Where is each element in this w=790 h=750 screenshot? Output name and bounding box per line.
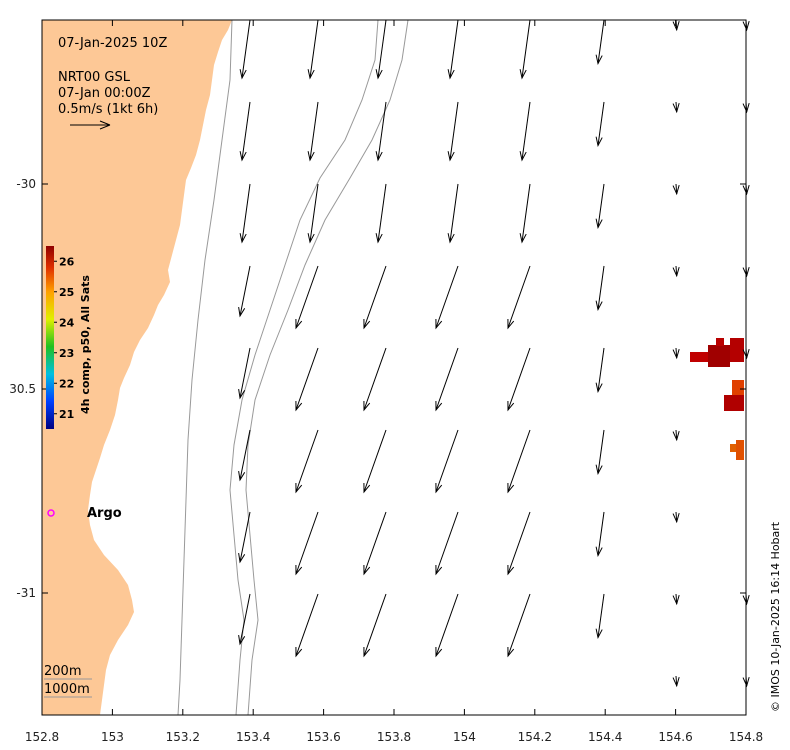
- argo-label: Argo: [87, 506, 122, 521]
- current-vector: [239, 19, 251, 80]
- current-vector: [238, 347, 251, 400]
- x-tick-label: 153.2: [166, 730, 200, 744]
- x-tick-label: 153.6: [306, 730, 340, 744]
- land-mass: [42, 20, 232, 715]
- x-tick-label: 154.2: [518, 730, 552, 744]
- colorbar-tick-label: 23: [59, 347, 74, 360]
- contour-inner: [177, 19, 233, 716]
- x-axis: 152.8 153 153.2 153.4 153.6 153.8 154 154.2 154.…: [25, 20, 763, 744]
- sst-patches: [690, 338, 744, 460]
- current-vector: [507, 347, 531, 412]
- current-vector: [295, 265, 319, 330]
- current-vector: [238, 511, 251, 564]
- current-vector: [447, 101, 459, 162]
- current-vector: [307, 19, 319, 80]
- colorbar-ticks: 21 22 23 24 25 26: [54, 255, 75, 421]
- colorbar: [46, 246, 54, 429]
- current-vectors: [238, 19, 750, 688]
- current-vector: [238, 429, 251, 482]
- source-label: NRT00 GSL: [58, 70, 131, 85]
- scale-label: 0.5m/s (1kt 6h): [58, 102, 158, 117]
- x-tick-label: 153.4: [236, 730, 270, 744]
- current-vector: [507, 511, 531, 576]
- data-time-label: 07-Jan 00:00Z: [58, 86, 151, 101]
- current-vector: [507, 265, 531, 330]
- legend-200m: 200m: [44, 664, 81, 679]
- contour-1000m: [245, 19, 409, 716]
- current-vector: [295, 347, 319, 412]
- current-vector: [672, 265, 680, 278]
- y-tick-label: 30.5: [9, 382, 36, 396]
- current-vector: [307, 101, 319, 162]
- current-vector: [447, 19, 459, 80]
- current-vector: [239, 183, 251, 244]
- y-tick-label: -30: [16, 177, 36, 191]
- current-vector: [519, 101, 531, 162]
- current-vector: [363, 429, 387, 494]
- current-vector: [363, 265, 387, 330]
- current-vector: [519, 183, 531, 244]
- legend-1000m: 1000m: [44, 682, 90, 697]
- current-vector: [238, 593, 251, 646]
- current-vector: [595, 347, 605, 393]
- current-vector: [435, 347, 459, 412]
- current-vector: [375, 183, 387, 244]
- current-vector: [672, 511, 680, 524]
- current-vector: [672, 593, 680, 606]
- current-vector: [507, 593, 531, 658]
- colorbar-tick-label: 26: [59, 255, 75, 268]
- current-vector: [447, 183, 459, 244]
- x-tick-label: 154.4: [588, 730, 622, 744]
- current-vector: [507, 429, 531, 494]
- current-vector: [238, 265, 251, 318]
- colorbar-title: 4h comp, p50, All Sats: [79, 275, 92, 414]
- current-vector: [672, 675, 680, 688]
- current-vector: [595, 511, 605, 557]
- current-vector: [435, 511, 459, 576]
- current-vector: [672, 101, 680, 114]
- x-tick-label: 152.8: [25, 730, 59, 744]
- x-tick-label: 154: [453, 730, 476, 744]
- current-vector: [672, 429, 680, 442]
- current-vector: [435, 593, 459, 658]
- scale-arrow-head: [99, 120, 111, 130]
- current-vector: [672, 19, 680, 32]
- current-vector: [672, 183, 680, 196]
- x-tick-label: 154.8: [729, 730, 763, 744]
- colorbar-tick-label: 25: [59, 286, 74, 299]
- y-tick-label: -31: [16, 586, 36, 600]
- current-vector: [595, 19, 605, 65]
- contour-200m: [229, 19, 379, 716]
- argo-marker: [47, 509, 55, 517]
- credit-text: © IMOS 10-Jan-2025 16:14 Hobart: [769, 521, 782, 712]
- x-tick-label: 153.8: [377, 730, 411, 744]
- current-vector: [375, 19, 387, 80]
- x-tick-label: 154.6: [658, 730, 692, 744]
- current-vector: [239, 101, 251, 162]
- datetime-label: 07-Jan-2025 10Z: [58, 36, 167, 51]
- y-axis: -30 30.5 -31: [9, 177, 746, 600]
- colorbar-tick-label: 24: [59, 316, 75, 329]
- current-vector: [295, 593, 319, 658]
- current-vector: [672, 347, 680, 360]
- current-vector: [363, 347, 387, 412]
- current-vector: [595, 183, 605, 229]
- current-vector: [295, 429, 319, 494]
- current-vector: [363, 593, 387, 658]
- current-vector: [363, 511, 387, 576]
- current-vector: [519, 19, 531, 80]
- current-vector: [595, 429, 605, 475]
- current-vector: [435, 265, 459, 330]
- colorbar-tick-label: 22: [59, 377, 74, 390]
- current-vector: [375, 101, 387, 162]
- x-tick-label: 153: [101, 730, 124, 744]
- current-vector: [595, 593, 605, 639]
- current-vector: [307, 183, 319, 244]
- current-vector: [595, 265, 605, 311]
- colorbar-tick-label: 21: [59, 408, 74, 421]
- current-vector: [595, 101, 605, 147]
- current-vector: [435, 429, 459, 494]
- current-vector: [295, 511, 319, 576]
